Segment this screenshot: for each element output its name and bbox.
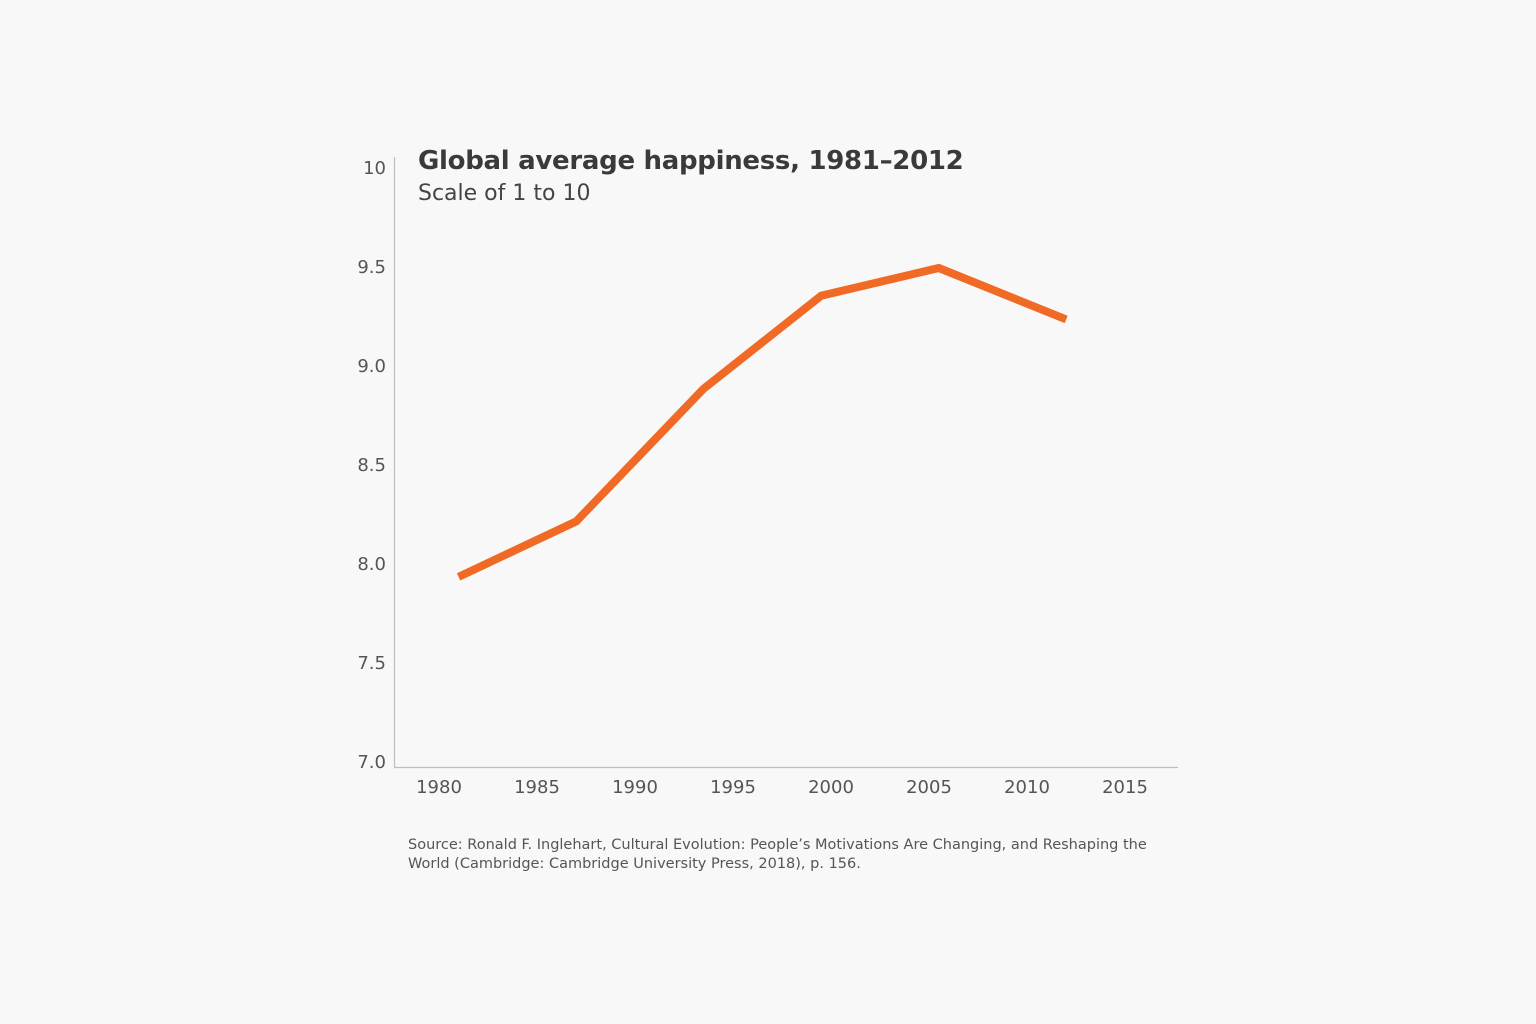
y-tick-label: 7.5 <box>357 653 386 674</box>
y-tick-label: 8.0 <box>357 554 386 575</box>
y-tick-label: 8.5 <box>357 455 386 476</box>
series-line <box>456 263 1068 581</box>
x-tick-label: 1995 <box>710 777 756 798</box>
x-tick-label: 1985 <box>514 777 560 798</box>
x-tick-label: 2010 <box>1004 777 1050 798</box>
y-tick-label: 9.5 <box>357 257 386 278</box>
chart-title: Global average happiness, 1981–2012 <box>418 146 964 176</box>
x-tick-label: 2000 <box>808 777 854 798</box>
y-tick-label: 9.0 <box>357 356 386 377</box>
x-tick-label: 1990 <box>612 777 658 798</box>
x-tick-label: 1980 <box>416 777 462 798</box>
x-tick-label: 2005 <box>906 777 952 798</box>
y-tick-label: 10 <box>363 158 386 179</box>
x-tick-label: 2015 <box>1102 777 1148 798</box>
chart-subtitle: Scale of 1 to 10 <box>418 181 591 206</box>
y-tick-label: 7.0 <box>357 752 386 773</box>
source-note: Source: Ronald F. Inglehart, Cultural Ev… <box>408 837 1147 872</box>
